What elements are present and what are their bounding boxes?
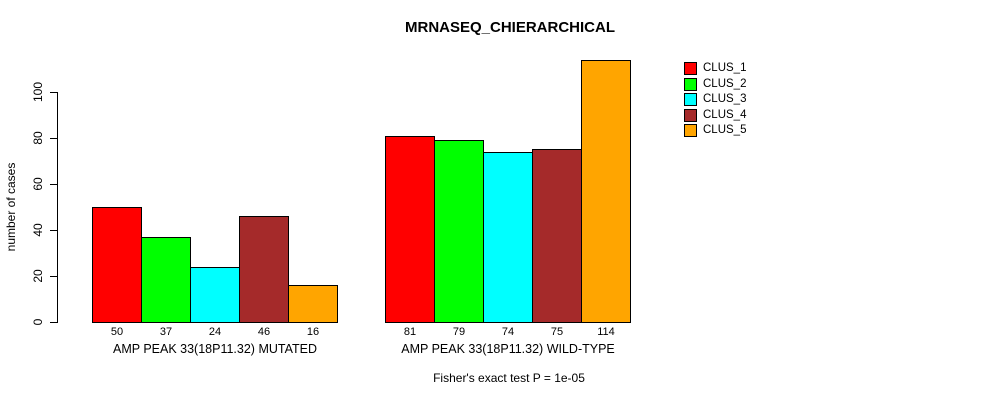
legend-label-clus_1: CLUS_1 [703, 62, 747, 74]
bar-clus_3-group1 [190, 267, 240, 323]
chart-caption: Fisher's exact test P = 1e-05 [433, 371, 585, 385]
y-tick-mark-0 [50, 322, 57, 323]
bar-clus_1-group2 [385, 136, 435, 323]
legend-swatch-clus_3 [684, 93, 697, 107]
bar-value-clus_5-group2: 114 [597, 326, 615, 338]
legend-item-clus_3: CLUS_3 [684, 92, 746, 108]
legend-label-clus_3: CLUS_3 [703, 93, 747, 105]
bar-value-clus_4-group2: 75 [550, 326, 564, 338]
y-tick-mark-20 [50, 276, 57, 277]
bar-value-clus_2-group2: 79 [452, 326, 466, 338]
bar-clus_4-group1 [239, 216, 289, 323]
legend-label-clus_4: CLUS_4 [703, 108, 747, 121]
y-tick-label-80: 80 [31, 131, 45, 145]
legend: CLUS_1 CLUS_2 CLUS_3 CLUS_4 CLUS_5 [684, 61, 746, 139]
bar-clus_3-group2 [483, 152, 533, 323]
bar-clus_2-group1 [141, 237, 191, 323]
legend-swatch-clus_4 [684, 108, 697, 122]
bar-value-clus_4-group1: 46 [257, 326, 271, 338]
bar-value-clus_2-group1: 37 [159, 326, 173, 338]
y-axis-title: number of cases [4, 162, 18, 252]
bar-value-clus_3-group2: 74 [501, 326, 515, 338]
y-tick-mark-100 [50, 92, 57, 93]
bar-clus_2-group2 [434, 140, 484, 323]
legend-swatch-clus_1 [684, 62, 697, 76]
legend-swatch-clus_2 [684, 77, 697, 91]
legend-item-clus_2: CLUS_2 [684, 77, 746, 93]
chart-title: MRNASEQ_CHIERARCHICAL [404, 19, 616, 36]
y-axis-line [57, 92, 58, 323]
legend-item-clus_4: CLUS_4 [684, 108, 746, 124]
bar-clus_4-group2 [532, 149, 582, 323]
y-tick-mark-40 [50, 230, 57, 231]
bar-value-clus_1-group2: 81 [403, 326, 417, 338]
bar-clus_1-group1 [92, 207, 142, 323]
y-tick-label-0: 0 [31, 318, 45, 326]
y-tick-label-40: 40 [31, 223, 45, 237]
y-tick-label-100: 100 [31, 81, 45, 103]
bar-clus_5-group2 [581, 60, 631, 323]
legend-label-clus_5: CLUS_5 [703, 124, 747, 136]
group-label-2: AMP PEAK 33(18P11.32) WILD-TYPE [401, 342, 615, 356]
bar-clus_5-group1 [288, 285, 338, 323]
bar-value-clus_3-group1: 24 [208, 326, 222, 338]
legend-swatch-clus_5 [684, 124, 697, 138]
y-tick-label-20: 20 [31, 269, 45, 283]
y-tick-label-60: 60 [31, 177, 45, 191]
legend-item-clus_5: CLUS_5 [684, 123, 746, 139]
y-tick-mark-60 [50, 184, 57, 185]
legend-label-clus_2: CLUS_2 [703, 77, 747, 90]
bar-value-clus_5-group1: 16 [306, 326, 320, 338]
bar-value-clus_1-group1: 50 [110, 326, 124, 338]
group-label-1: AMP PEAK 33(18P11.32) MUTATED [112, 342, 318, 356]
y-tick-mark-80 [50, 138, 57, 139]
legend-item-clus_1: CLUS_1 [684, 61, 746, 77]
